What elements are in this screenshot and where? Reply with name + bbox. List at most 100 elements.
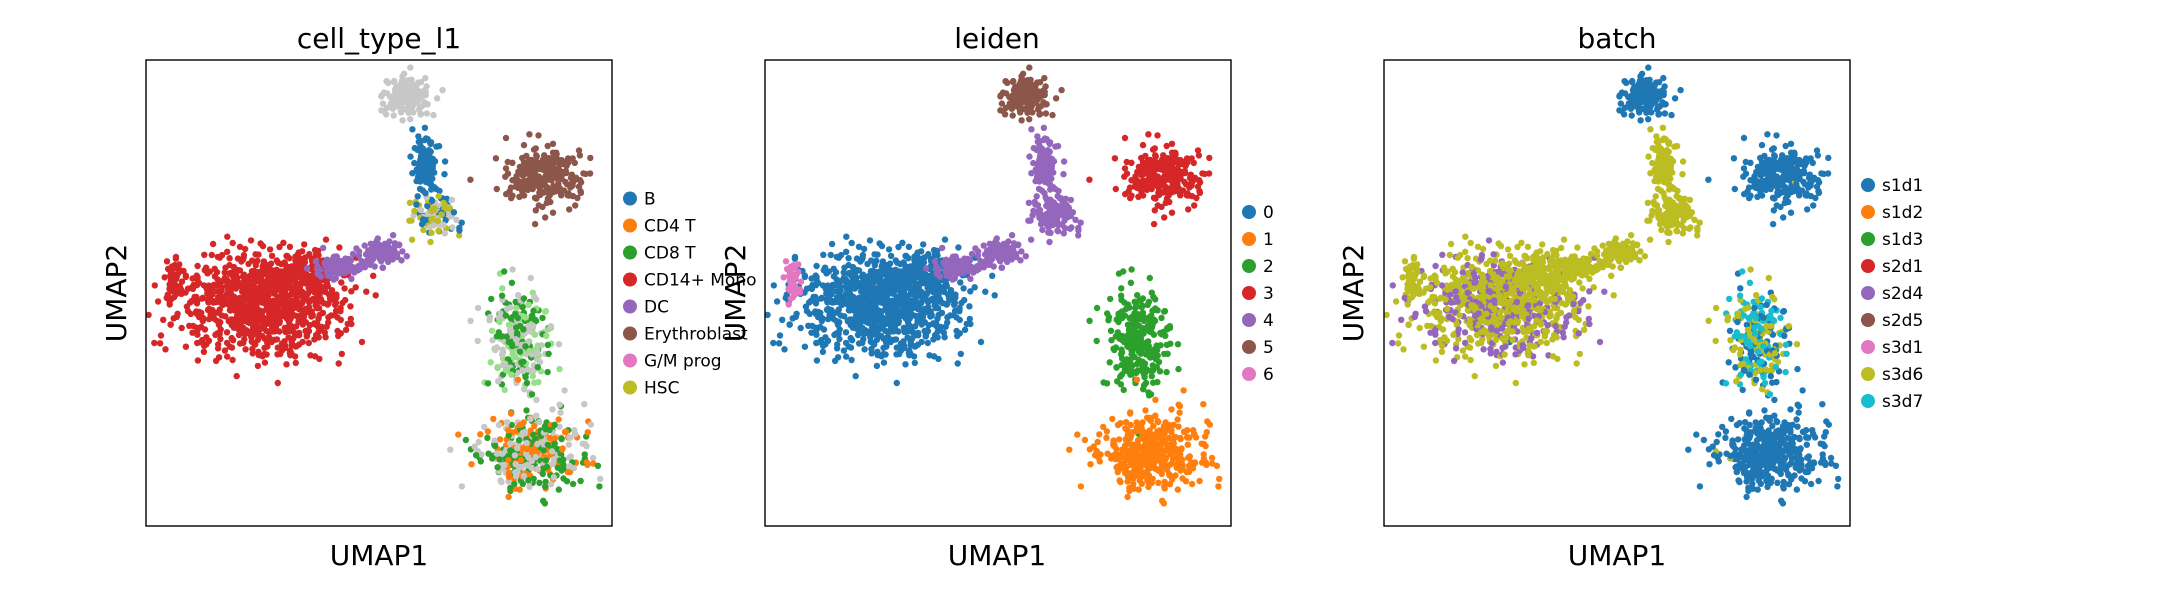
scatter-point	[472, 452, 480, 459]
scatter-point	[391, 253, 398, 260]
scatter-point	[236, 267, 244, 274]
scatter-point	[1137, 183, 1145, 191]
scatter-point	[1120, 268, 1127, 275]
scatter-point	[831, 357, 839, 365]
scatter-point	[498, 292, 506, 299]
scatter-point	[961, 296, 968, 304]
scatter-point	[1134, 437, 1142, 444]
scatter-point	[911, 343, 918, 350]
scatter-point	[325, 314, 332, 321]
scatter-point	[520, 295, 528, 302]
scatter-point	[1200, 401, 1207, 408]
scatter-point	[1117, 351, 1125, 358]
scatter-point	[1117, 478, 1124, 486]
scatter-point	[1162, 332, 1169, 339]
scatter-point	[228, 321, 235, 328]
scatter-point	[509, 177, 516, 184]
scatter-point	[1033, 146, 1040, 153]
legend-label: CD4 T	[644, 217, 696, 237]
scatter-point	[542, 308, 549, 315]
scatter-point	[1130, 452, 1138, 459]
scatter-point	[851, 270, 858, 278]
scatter-point	[1153, 364, 1161, 371]
scatter-point	[856, 310, 863, 317]
scatter-point	[803, 285, 811, 292]
scatter-point	[240, 286, 247, 294]
scatter-point	[572, 202, 579, 209]
scatter-point	[507, 304, 514, 311]
scatter-point	[337, 330, 344, 337]
scatter-point	[566, 206, 573, 213]
scatter-point	[909, 276, 917, 283]
scatter-point	[911, 266, 918, 273]
scatter-point	[379, 100, 387, 107]
scatter-point	[275, 298, 283, 306]
scatter-point	[184, 307, 192, 315]
scatter-point	[1010, 93, 1018, 101]
scatter-point	[899, 273, 906, 281]
scatter-point	[347, 315, 354, 323]
scatter-point	[1122, 190, 1129, 198]
scatter-point	[1203, 429, 1211, 436]
scatter-point	[1152, 350, 1160, 357]
scatter-point	[240, 279, 247, 286]
scatter-point	[166, 301, 173, 308]
scatter-point	[423, 110, 431, 117]
scatter-point	[899, 239, 906, 246]
scatter-point	[1131, 183, 1139, 190]
scatter-point	[848, 356, 855, 364]
scatter-point	[824, 337, 832, 344]
scatter-point	[818, 317, 825, 325]
scatter-point	[849, 263, 857, 271]
scatter-point	[587, 421, 594, 428]
scatter-point	[223, 339, 231, 347]
scatter-point	[315, 283, 323, 290]
scatter-point	[361, 242, 368, 249]
scatter-point	[830, 315, 837, 323]
scatter-point	[534, 364, 541, 371]
scatter-point	[520, 358, 527, 365]
scatter-point	[468, 461, 475, 468]
scatter-point	[561, 387, 568, 394]
scatter-point	[259, 299, 266, 306]
scatter-point	[1060, 201, 1067, 208]
scatter-point	[414, 146, 421, 153]
scatter-point	[859, 279, 866, 286]
scatter-point	[879, 314, 886, 321]
scatter-point	[918, 248, 925, 255]
scatter-point	[1179, 187, 1187, 194]
scatter-point	[825, 305, 832, 312]
scatter-point	[279, 308, 287, 315]
scatter-point	[952, 253, 959, 260]
scatter-point	[485, 450, 492, 457]
scatter-point	[1163, 368, 1170, 376]
scatter-point	[1060, 171, 1067, 178]
scatter-point	[1124, 493, 1131, 501]
scatter-point	[367, 247, 374, 254]
scatter-point	[874, 348, 881, 355]
scatter-point	[791, 255, 799, 262]
scatter-point	[314, 277, 321, 285]
scatter-point	[286, 302, 294, 309]
scatter-point	[299, 320, 307, 327]
scatter-point	[299, 289, 307, 296]
scatter-point	[911, 359, 918, 367]
scatter-point	[1165, 175, 1172, 183]
scatter-point	[281, 260, 288, 267]
scatter-point	[525, 454, 532, 461]
scatter-point	[528, 464, 535, 471]
scatter-point	[584, 429, 591, 436]
scatter-point	[284, 292, 291, 299]
scatter-point	[358, 257, 365, 265]
scatter-point	[770, 339, 777, 347]
legend-marker	[623, 191, 637, 206]
scatter-point	[232, 285, 240, 292]
scatter-point	[997, 107, 1004, 114]
scatter-point	[529, 312, 536, 319]
scatter-point	[921, 295, 928, 302]
scatter-point	[167, 321, 174, 328]
scatter-point	[523, 445, 530, 453]
scatter-point	[311, 289, 318, 296]
scatter-point	[334, 270, 341, 277]
scatter-point	[502, 165, 510, 172]
